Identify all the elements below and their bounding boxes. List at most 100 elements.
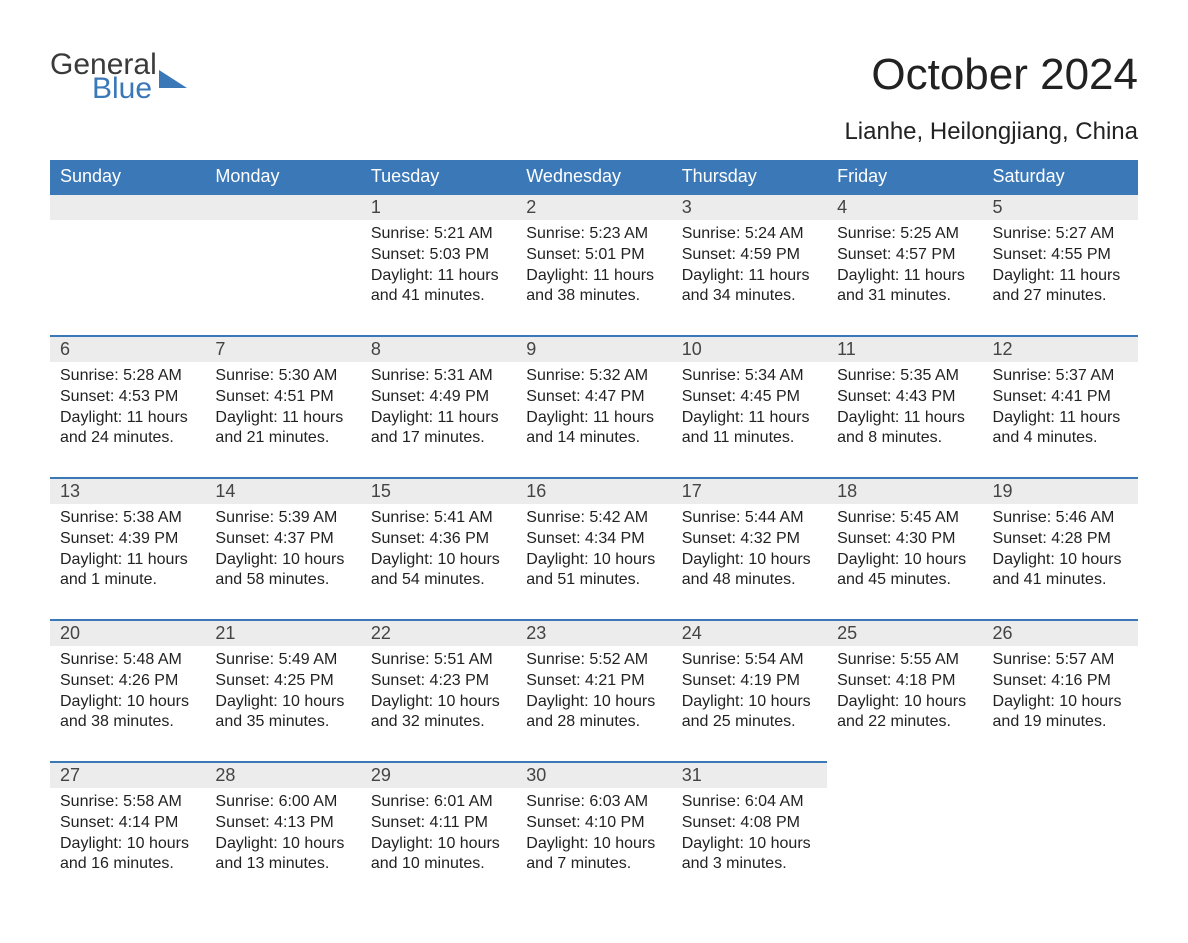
- daylight-text-1: Daylight: 10 hours: [993, 550, 1128, 571]
- day-number-bar: 1: [361, 193, 516, 220]
- calendar-cell: [983, 761, 1138, 903]
- weekday-header: Wednesday: [516, 160, 671, 193]
- calendar-cell: 11Sunrise: 5:35 AMSunset: 4:43 PMDayligh…: [827, 335, 982, 477]
- sunrise-text: Sunrise: 5:21 AM: [371, 224, 506, 245]
- day-body: Sunrise: 6:03 AMSunset: 4:10 PMDaylight:…: [516, 788, 671, 877]
- day-body: Sunrise: 6:00 AMSunset: 4:13 PMDaylight:…: [205, 788, 360, 877]
- weekday-header: Friday: [827, 160, 982, 193]
- sunset-text: Sunset: 4:41 PM: [993, 387, 1128, 408]
- sunrise-text: Sunrise: 5:57 AM: [993, 650, 1128, 671]
- day-number-bar: 26: [983, 619, 1138, 646]
- daylight-text-1: Daylight: 10 hours: [993, 692, 1128, 713]
- day-body: Sunrise: 5:58 AMSunset: 4:14 PMDaylight:…: [50, 788, 205, 877]
- daylight-text-1: Daylight: 11 hours: [993, 266, 1128, 287]
- day-body: Sunrise: 5:35 AMSunset: 4:43 PMDaylight:…: [827, 362, 982, 451]
- daylight-text-1: Daylight: 10 hours: [837, 550, 972, 571]
- calendar-cell: [205, 193, 360, 335]
- calendar-cell: 22Sunrise: 5:51 AMSunset: 4:23 PMDayligh…: [361, 619, 516, 761]
- day-body: Sunrise: 6:01 AMSunset: 4:11 PMDaylight:…: [361, 788, 516, 877]
- calendar-cell: 21Sunrise: 5:49 AMSunset: 4:25 PMDayligh…: [205, 619, 360, 761]
- daylight-text-1: Daylight: 11 hours: [837, 266, 972, 287]
- page-header: General Blue October 2024 Lianhe, Heilon…: [50, 50, 1138, 154]
- sunset-text: Sunset: 4:36 PM: [371, 529, 506, 550]
- sunset-text: Sunset: 4:10 PM: [526, 813, 661, 834]
- day-number-bar: 5: [983, 193, 1138, 220]
- daylight-text-2: and 19 minutes.: [993, 712, 1128, 733]
- day-number-bar: 9: [516, 335, 671, 362]
- daylight-text-2: and 48 minutes.: [682, 570, 817, 591]
- calendar-cell: 16Sunrise: 5:42 AMSunset: 4:34 PMDayligh…: [516, 477, 671, 619]
- sunset-text: Sunset: 4:18 PM: [837, 671, 972, 692]
- sunset-text: Sunset: 4:47 PM: [526, 387, 661, 408]
- sunset-text: Sunset: 4:55 PM: [993, 245, 1128, 266]
- sunset-text: Sunset: 4:08 PM: [682, 813, 817, 834]
- calendar-cell: 25Sunrise: 5:55 AMSunset: 4:18 PMDayligh…: [827, 619, 982, 761]
- calendar-cell: 13Sunrise: 5:38 AMSunset: 4:39 PMDayligh…: [50, 477, 205, 619]
- sunset-text: Sunset: 4:19 PM: [682, 671, 817, 692]
- daylight-text-1: Daylight: 10 hours: [60, 692, 195, 713]
- day-body: Sunrise: 5:28 AMSunset: 4:53 PMDaylight:…: [50, 362, 205, 451]
- sunset-text: Sunset: 4:51 PM: [215, 387, 350, 408]
- calendar-cell: 9Sunrise: 5:32 AMSunset: 4:47 PMDaylight…: [516, 335, 671, 477]
- day-number-bar: 27: [50, 761, 205, 788]
- calendar-cell: 7Sunrise: 5:30 AMSunset: 4:51 PMDaylight…: [205, 335, 360, 477]
- calendar-cell: 27Sunrise: 5:58 AMSunset: 4:14 PMDayligh…: [50, 761, 205, 903]
- calendar-cell: 31Sunrise: 6:04 AMSunset: 4:08 PMDayligh…: [672, 761, 827, 903]
- day-number-bar: 19: [983, 477, 1138, 504]
- daylight-text-1: Daylight: 10 hours: [371, 692, 506, 713]
- day-number-bar: 31: [672, 761, 827, 788]
- day-number-bar: 14: [205, 477, 360, 504]
- title-block: October 2024 Lianhe, Heilongjiang, China: [844, 50, 1138, 154]
- sunrise-text: Sunrise: 5:23 AM: [526, 224, 661, 245]
- day-number-bar: 7: [205, 335, 360, 362]
- daylight-text-2: and 3 minutes.: [682, 854, 817, 875]
- sunrise-text: Sunrise: 5:46 AM: [993, 508, 1128, 529]
- daylight-text-1: Daylight: 10 hours: [682, 692, 817, 713]
- sunrise-text: Sunrise: 5:38 AM: [60, 508, 195, 529]
- daylight-text-1: Daylight: 10 hours: [60, 834, 195, 855]
- day-body: Sunrise: 5:52 AMSunset: 4:21 PMDaylight:…: [516, 646, 671, 735]
- brand-word2: Blue: [92, 74, 157, 104]
- daylight-text-2: and 54 minutes.: [371, 570, 506, 591]
- sunrise-text: Sunrise: 5:49 AM: [215, 650, 350, 671]
- sunrise-text: Sunrise: 5:55 AM: [837, 650, 972, 671]
- day-number-bar: 30: [516, 761, 671, 788]
- daylight-text-1: Daylight: 10 hours: [526, 692, 661, 713]
- calendar-week-row: 20Sunrise: 5:48 AMSunset: 4:26 PMDayligh…: [50, 619, 1138, 761]
- calendar-cell: 23Sunrise: 5:52 AMSunset: 4:21 PMDayligh…: [516, 619, 671, 761]
- day-body: Sunrise: 5:41 AMSunset: 4:36 PMDaylight:…: [361, 504, 516, 593]
- day-number-bar: 11: [827, 335, 982, 362]
- day-body: Sunrise: 5:49 AMSunset: 4:25 PMDaylight:…: [205, 646, 360, 735]
- day-number-bar: 23: [516, 619, 671, 646]
- calendar-week-row: 13Sunrise: 5:38 AMSunset: 4:39 PMDayligh…: [50, 477, 1138, 619]
- day-number-bar: 29: [361, 761, 516, 788]
- daylight-text-1: Daylight: 11 hours: [371, 408, 506, 429]
- sunrise-text: Sunrise: 5:45 AM: [837, 508, 972, 529]
- daylight-text-2: and 16 minutes.: [60, 854, 195, 875]
- sunrise-text: Sunrise: 5:35 AM: [837, 366, 972, 387]
- daylight-text-1: Daylight: 11 hours: [837, 408, 972, 429]
- calendar-cell: 24Sunrise: 5:54 AMSunset: 4:19 PMDayligh…: [672, 619, 827, 761]
- daylight-text-2: and 58 minutes.: [215, 570, 350, 591]
- sunset-text: Sunset: 4:32 PM: [682, 529, 817, 550]
- sunset-text: Sunset: 4:30 PM: [837, 529, 972, 550]
- sunrise-text: Sunrise: 5:25 AM: [837, 224, 972, 245]
- sunset-text: Sunset: 4:13 PM: [215, 813, 350, 834]
- day-body: Sunrise: 5:23 AMSunset: 5:01 PMDaylight:…: [516, 220, 671, 309]
- sunset-text: Sunset: 4:57 PM: [837, 245, 972, 266]
- sunset-text: Sunset: 4:34 PM: [526, 529, 661, 550]
- daylight-text-2: and 41 minutes.: [371, 286, 506, 307]
- calendar-cell: 14Sunrise: 5:39 AMSunset: 4:37 PMDayligh…: [205, 477, 360, 619]
- sunrise-text: Sunrise: 5:48 AM: [60, 650, 195, 671]
- daylight-text-2: and 38 minutes.: [60, 712, 195, 733]
- daylight-text-2: and 13 minutes.: [215, 854, 350, 875]
- day-number-bar: 12: [983, 335, 1138, 362]
- sunset-text: Sunset: 4:28 PM: [993, 529, 1128, 550]
- daylight-text-2: and 25 minutes.: [682, 712, 817, 733]
- sunrise-text: Sunrise: 5:27 AM: [993, 224, 1128, 245]
- daylight-text-2: and 11 minutes.: [682, 428, 817, 449]
- daylight-text-1: Daylight: 11 hours: [215, 408, 350, 429]
- daylight-text-2: and 31 minutes.: [837, 286, 972, 307]
- calendar-cell: 15Sunrise: 5:41 AMSunset: 4:36 PMDayligh…: [361, 477, 516, 619]
- weekday-header: Saturday: [983, 160, 1138, 193]
